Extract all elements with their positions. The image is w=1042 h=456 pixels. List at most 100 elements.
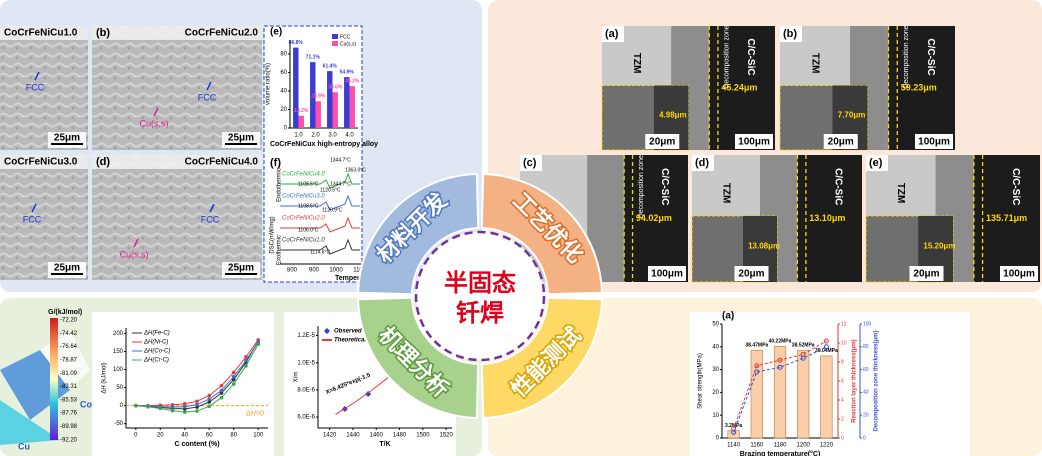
label: C/C-SiC: [1010, 168, 1021, 205]
y-tick-label: 4: [841, 397, 844, 403]
bar: [773, 346, 787, 439]
point: [823, 344, 829, 350]
composite-zone: [797, 155, 862, 282]
scale-bg: [823, 134, 858, 149]
caption-bg: [92, 26, 262, 40]
bar: [310, 62, 316, 128]
y-tick-label: 1.2E-5: [297, 333, 315, 339]
phase-label: FCC: [198, 92, 217, 102]
point: [207, 400, 212, 404]
label: 100μm: [1003, 269, 1035, 280]
legend-label: FCC: [340, 34, 351, 40]
legend-swatch: [324, 328, 330, 334]
point: [731, 429, 737, 435]
y-tick-label: 40: [712, 344, 719, 350]
y-tick-label: 200: [113, 331, 124, 337]
label: 1120.5°C: [320, 187, 341, 193]
tag-bg: [520, 155, 542, 171]
bar: [298, 115, 304, 128]
label: 1344.7°C: [330, 157, 351, 163]
label: CoCrFeNiCu4.0: [185, 157, 259, 168]
y-tick-label: 50: [712, 322, 719, 328]
series-line: [733, 340, 827, 429]
y-tick-label: 20: [863, 413, 869, 419]
label: 100μm: [651, 269, 683, 280]
bar: [327, 71, 333, 128]
x-tick-label: 1200: [797, 443, 811, 449]
value-label: 71.1%: [306, 54, 321, 60]
point: [256, 342, 261, 347]
micrograph: [0, 155, 88, 280]
legend-label: Observed data: [334, 329, 376, 335]
value-label: 13.2%: [294, 108, 309, 114]
y-tick-label: 50: [116, 385, 123, 391]
y-tick-label: 150: [113, 349, 124, 355]
legend-label: ΔH(Cr-C): [143, 358, 169, 364]
point: [158, 406, 163, 411]
point: [170, 408, 175, 413]
scale-bg: [735, 134, 773, 149]
x-tick-label: 80: [230, 433, 237, 439]
label: -89.98: [60, 424, 78, 430]
x-tick-label: 1.0: [294, 133, 303, 139]
point: [244, 355, 248, 359]
point: [231, 382, 236, 386]
label: TZM: [720, 183, 731, 204]
y-tick-label: 8.0E-6: [297, 387, 315, 393]
label: 1108.5°C: [298, 203, 319, 209]
point: [777, 357, 783, 363]
label: C/C-SiC: [925, 38, 936, 75]
label: Cu: [18, 441, 30, 451]
label: TZM: [895, 183, 906, 204]
dsc-curve: [280, 238, 360, 255]
dsc-curve: [280, 172, 360, 189]
label: C/C-SiC: [659, 168, 670, 205]
axis-title: T/K: [379, 441, 390, 448]
label: 25μm: [228, 263, 254, 274]
marker-arrow: [31, 203, 37, 213]
point: [195, 399, 199, 404]
label: CoCrFeNiCu3.0: [4, 157, 78, 168]
label: (b): [96, 27, 110, 39]
axis-title: X/m: [294, 372, 300, 383]
value-label: 40.22MPa: [769, 339, 792, 345]
wheel-segment: [357, 296, 480, 419]
value-label: 38.6%: [328, 85, 343, 91]
point: [182, 402, 187, 406]
label: (d): [695, 157, 709, 169]
point: [219, 388, 224, 393]
point: [170, 405, 175, 409]
center-title: 半固态: [444, 269, 516, 297]
width-label: 94.02μm: [636, 213, 672, 223]
x-tick-label: 1220: [820, 443, 834, 449]
value-label: 36.04MPa: [815, 348, 838, 354]
y-tick-label: 10: [841, 340, 847, 346]
center-title: 钎焊: [456, 299, 504, 327]
width-label: 45.24μm: [721, 82, 757, 92]
y-tick-label: 12: [841, 321, 847, 327]
width-label: 59.23μm: [901, 82, 937, 92]
label: 900: [309, 268, 320, 274]
marker-arrow: [209, 203, 215, 213]
x-tick-label: 1480: [393, 433, 407, 439]
label: 100μm: [918, 137, 950, 148]
legend-label: ΔH(Ni-C): [143, 340, 168, 346]
surface: [0, 400, 60, 445]
label: -87.76: [60, 411, 78, 417]
chart-frame: [92, 312, 274, 456]
point: [800, 355, 806, 361]
width-label: 13.08μm: [748, 242, 780, 251]
y-tick-label: 40: [863, 390, 869, 396]
point: [754, 369, 760, 375]
label: 20μm: [649, 137, 675, 148]
label: (d): [96, 156, 110, 168]
y-tick-label: 100: [113, 367, 124, 373]
wheel-segment: [480, 173, 603, 296]
y-tick-label: 100: [863, 321, 872, 327]
x-tick-label: 1460: [370, 433, 384, 439]
micrograph: [92, 26, 262, 150]
bar: [349, 86, 355, 128]
label: DSC(mW/mg): [270, 216, 276, 253]
label: C/C-SiC: [833, 168, 844, 205]
label: 1108.5°C: [298, 181, 319, 187]
